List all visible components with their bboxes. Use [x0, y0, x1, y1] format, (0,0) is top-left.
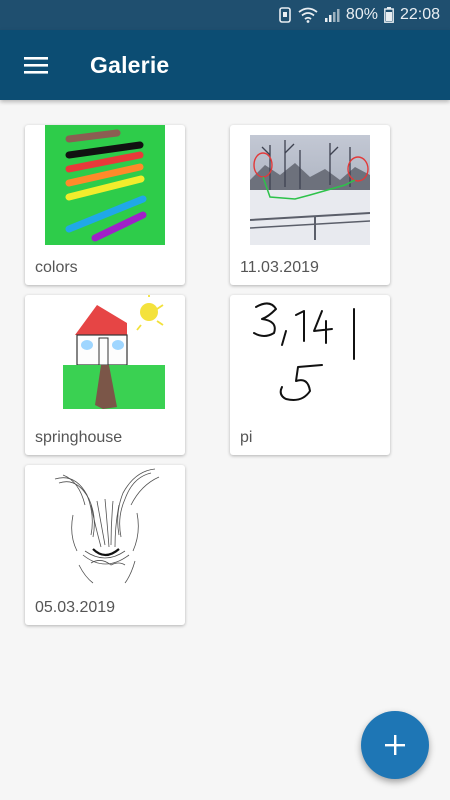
thumbnail-pi	[250, 295, 370, 415]
gallery-item-caption: pi	[240, 429, 253, 446]
battery-percentage: 80%	[345, 6, 378, 23]
app-bar: Galerie	[0, 30, 450, 100]
gallery-item-caption: springhouse	[35, 429, 123, 446]
gallery-item-caption: colors	[35, 259, 78, 276]
battery-icon	[384, 7, 394, 23]
gallery-item-colors[interactable]: colors	[25, 125, 185, 285]
gallery-item-springhouse[interactable]: springhouse	[25, 295, 185, 455]
gallery-item-caption: 05.03.2019	[35, 599, 116, 616]
status-bar: 80% 22:08	[0, 0, 450, 30]
gallery-item-pi[interactable]: pi	[230, 295, 390, 455]
gallery-item-sketch[interactable]: 05.03.2019	[25, 465, 185, 625]
add-button[interactable]	[361, 711, 429, 779]
thumbnail-colors	[45, 125, 165, 245]
hamburger-menu-icon	[24, 57, 48, 74]
gallery-item-photo-1[interactable]: 11.03.2019	[230, 125, 390, 285]
notification-icon	[278, 7, 292, 23]
thumbnail-sketch	[45, 465, 165, 585]
gallery-item-caption: 11.03.2019	[240, 259, 319, 276]
thumbnail-photo-1	[250, 125, 370, 245]
wifi-icon	[298, 7, 318, 23]
signal-icon	[324, 7, 340, 23]
menu-button[interactable]	[12, 41, 60, 89]
plus-icon	[385, 735, 405, 755]
status-icons: 80% 22:08	[278, 0, 440, 30]
page-title: Galerie	[90, 52, 170, 78]
clock: 22:08	[399, 6, 440, 23]
thumbnail-springhouse	[45, 295, 165, 415]
